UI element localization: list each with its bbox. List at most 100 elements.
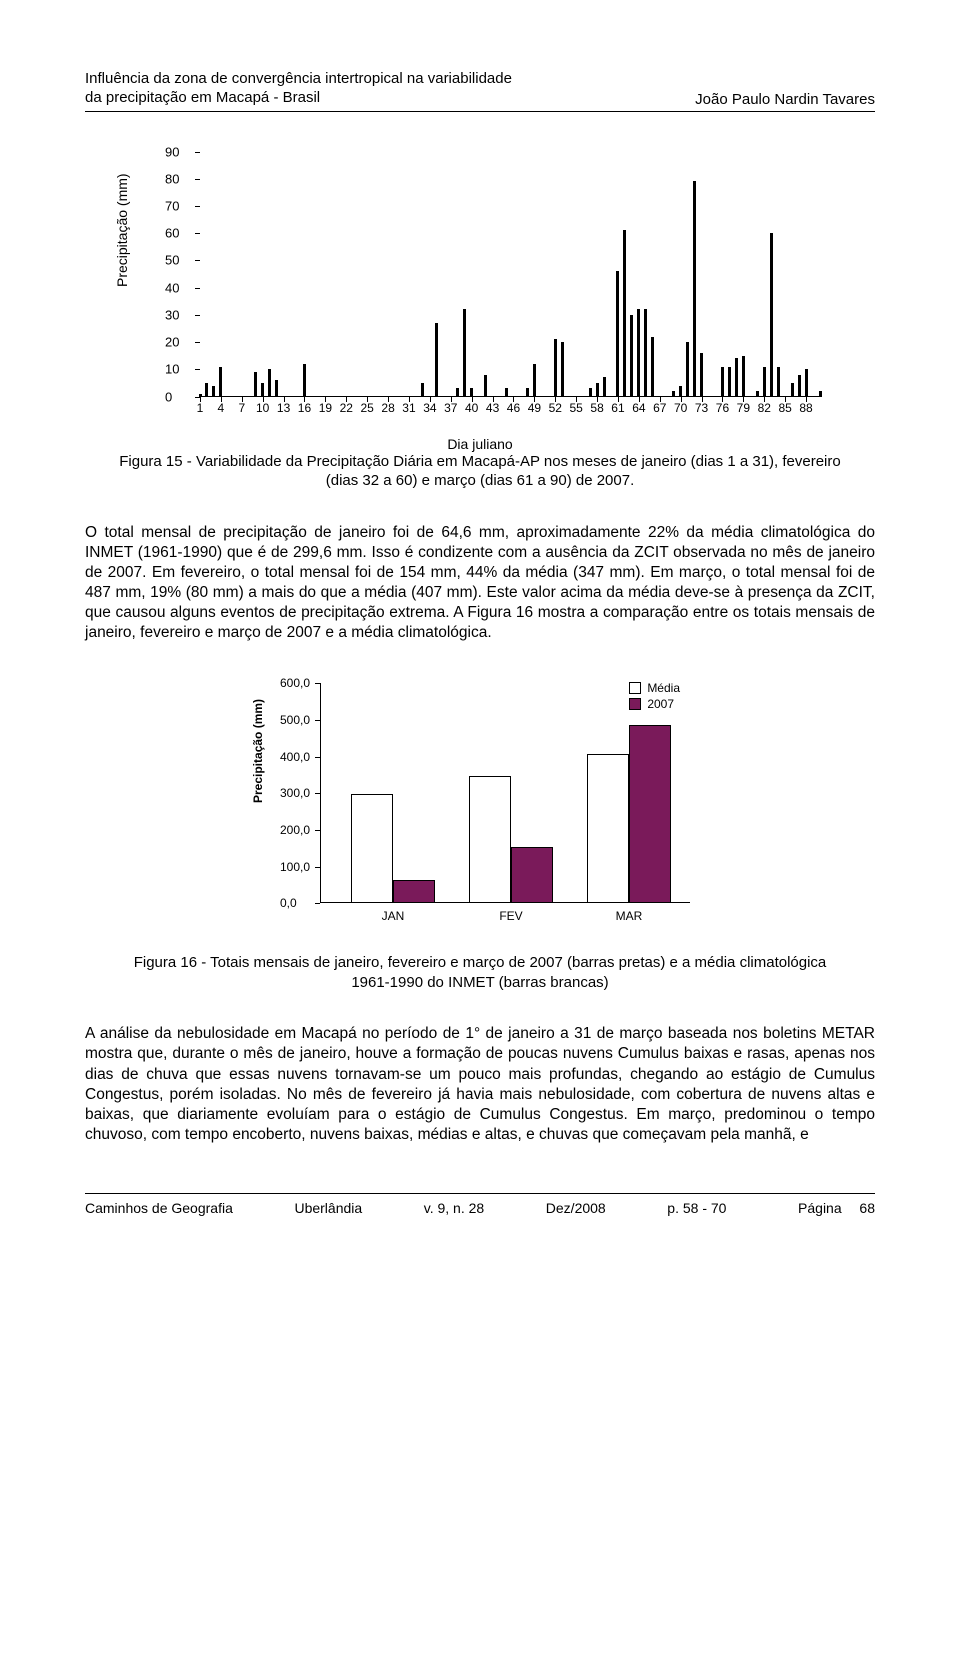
chart1-bar <box>679 386 682 397</box>
chart1-bar <box>728 367 731 397</box>
chart1-bar <box>651 337 654 397</box>
chart1-xtick: 88 <box>799 401 812 415</box>
legend-swatch <box>629 682 641 694</box>
figure15-caption: Figura 15 - Variabilidade da Precipitaçã… <box>115 452 845 491</box>
chart1-xtick: 37 <box>444 401 457 415</box>
chart1-bar <box>735 358 738 396</box>
chart1-bar <box>616 271 619 396</box>
chart2-ylabel: Precipitação (mm) <box>251 699 265 803</box>
chart1-ytick: 70 <box>165 198 179 213</box>
chart1-xtick: 4 <box>218 401 225 415</box>
chart1-xtick: 40 <box>465 401 478 415</box>
chart1-bar <box>505 388 508 396</box>
chart1-bar <box>686 342 689 396</box>
footer-pages: p. 58 - 70 <box>667 1200 726 1216</box>
chart1-xtick: 7 <box>238 401 245 415</box>
chart1-xtick: 25 <box>361 401 374 415</box>
chart1-bar <box>589 388 592 396</box>
chart1-bar <box>456 388 459 396</box>
footer-journal: Caminhos de Geografia <box>85 1200 233 1216</box>
chart1-xtick: 1 <box>197 401 204 415</box>
chart2-bar <box>393 880 435 904</box>
chart2-xtick: FEV <box>499 909 522 923</box>
header-rule <box>85 111 875 112</box>
chart2-bar <box>587 754 629 903</box>
chart1-ytick: 10 <box>165 362 179 377</box>
chart1-bar <box>254 372 257 397</box>
chart1-bar <box>742 356 745 397</box>
chart2-ytick: 300,0 <box>280 786 310 800</box>
chart2-ytick: 500,0 <box>280 713 310 727</box>
paragraph-1: O total mensal de precipitação de janeir… <box>85 523 875 644</box>
chart1-xtick: 19 <box>319 401 332 415</box>
chart1-bar <box>644 309 647 396</box>
chart1-bar <box>721 367 724 397</box>
chart1-xtick: 52 <box>549 401 562 415</box>
chart1-bar <box>219 367 222 397</box>
chart1-bar <box>756 391 759 396</box>
chart1-xtick: 13 <box>277 401 290 415</box>
chart1-ytick: 40 <box>165 280 179 295</box>
chart2-xtick: MAR <box>616 909 643 923</box>
chart1-ytick: 90 <box>165 144 179 159</box>
footer-rule <box>85 1193 875 1194</box>
footer-city: Uberlândia <box>294 1200 362 1216</box>
chart1-xtick: 16 <box>298 401 311 415</box>
chart1-xtick: 70 <box>674 401 687 415</box>
chart1-xtick: 43 <box>486 401 499 415</box>
chart1-xtick: 82 <box>758 401 771 415</box>
footer-vol: v. 9, n. 28 <box>424 1200 484 1216</box>
chart1-xtick: 49 <box>528 401 541 415</box>
chart1-xtick: 85 <box>778 401 791 415</box>
page-footer: Caminhos de Geografia Uberlândia v. 9, n… <box>85 1200 875 1216</box>
chart1-bar <box>421 383 424 397</box>
footer-date: Dez/2008 <box>546 1200 606 1216</box>
chart1-xtick: 46 <box>507 401 520 415</box>
chart1-bar <box>484 375 487 397</box>
chart1-bar <box>199 394 202 397</box>
chart2-plot-area: 0,0100,0200,0300,0400,0500,0600,0JANFEVM… <box>320 683 690 903</box>
chart1-bar <box>463 309 466 396</box>
chart1-xtick: 64 <box>632 401 645 415</box>
chart1-xtick: 61 <box>611 401 624 415</box>
chart1-bar <box>435 323 438 397</box>
chart2-legend-item: Média <box>629 681 680 695</box>
chart2-ytick: 100,0 <box>280 860 310 874</box>
chart1-xtick: 55 <box>569 401 582 415</box>
chart2-bar <box>351 794 393 904</box>
legend-label: 2007 <box>647 697 674 711</box>
chart1-bar <box>303 364 306 397</box>
chart2-ytick: 400,0 <box>280 750 310 764</box>
chart1-xtick: 79 <box>737 401 750 415</box>
chart1-bar <box>261 383 264 397</box>
chart1-bar <box>798 375 801 397</box>
chart1-bar <box>603 377 606 396</box>
chart2-bar <box>629 725 671 904</box>
chart1-bar <box>791 383 794 397</box>
footer-page: Página 68 <box>798 1200 875 1216</box>
chart1-bar <box>212 386 215 397</box>
paragraph-2: A análise da nebulosidade em Macapá no p… <box>85 1024 875 1145</box>
chart1-bar <box>470 388 473 396</box>
chart1-bar <box>630 315 633 397</box>
chart1-bar <box>763 367 766 397</box>
chart1-ytick: 30 <box>165 307 179 322</box>
chart1-bar <box>205 383 208 397</box>
chart2-legend: Média 2007 <box>629 681 680 713</box>
chart1-xlabel: Dia juliano <box>447 436 512 452</box>
chart1-xtick: 76 <box>716 401 729 415</box>
chart1-bar <box>561 342 564 396</box>
chart1-ylabel: Precipitação (mm) <box>114 173 130 287</box>
chart2-xtick: JAN <box>382 909 405 923</box>
chart1-xtick: 34 <box>423 401 436 415</box>
chart2-bar <box>511 847 553 903</box>
header-author: João Paulo Nardin Tavares <box>695 91 875 108</box>
header-title-left: Influência da zona de convergência inter… <box>85 70 520 108</box>
chart1-bar <box>819 391 822 396</box>
daily-precip-chart: Precipitação (mm) 0102030405060708090147… <box>130 142 830 432</box>
chart2-ytick: 0,0 <box>280 896 297 910</box>
figure16-caption: Figura 16 - Totais mensais de janeiro, f… <box>115 953 845 992</box>
chart1-bar <box>700 353 703 397</box>
chart2-ytick: 200,0 <box>280 823 310 837</box>
chart1-plot-area: 0102030405060708090147101316192225283134… <box>200 152 820 397</box>
